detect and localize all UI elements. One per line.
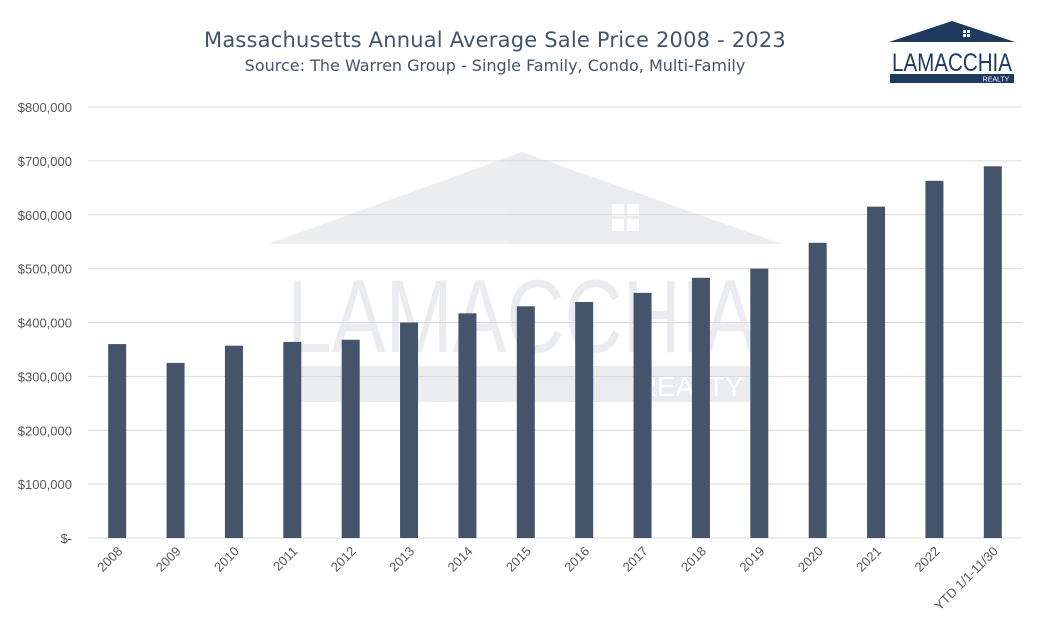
- logo-roof-icon: [889, 21, 1015, 42]
- bar: [166, 362, 185, 538]
- bar: [341, 339, 360, 538]
- watermark-tagline: REALTY: [637, 371, 744, 402]
- bar: [750, 268, 769, 538]
- bar: [808, 242, 827, 538]
- y-tick-label: $100,000: [18, 477, 72, 492]
- bar: [458, 313, 477, 538]
- y-tick-label: $300,000: [18, 369, 72, 384]
- x-tick-label: 2020: [795, 544, 826, 575]
- logo-tagline: REALTY: [983, 77, 1010, 84]
- y-tick-label: $400,000: [18, 316, 72, 331]
- bar: [283, 341, 302, 538]
- x-tick-label: 2021: [853, 544, 884, 575]
- x-tick-label: 2016: [561, 544, 592, 575]
- x-tick-label: 2014: [445, 544, 476, 575]
- x-tick-label: 2022: [912, 544, 943, 575]
- x-tick-label: 2019: [736, 544, 767, 575]
- y-tick-label: $500,000: [18, 262, 72, 277]
- x-tick-label: 2012: [328, 544, 359, 575]
- bar: [516, 306, 535, 538]
- bar: [108, 344, 127, 538]
- bar: [224, 345, 243, 538]
- company-logo: LAMACCHIA REALTY: [889, 21, 1015, 84]
- y-tick-label: $600,000: [18, 208, 72, 223]
- chart-title: Massachusetts Annual Average Sale Price …: [204, 28, 786, 52]
- x-tick-label: 2015: [503, 544, 534, 575]
- bar: [575, 302, 594, 538]
- bar: [983, 166, 1002, 538]
- logo-name: LAMACCHIA: [892, 49, 1012, 77]
- x-tick-label: 2013: [386, 544, 417, 575]
- x-tick-label: 2011: [270, 544, 300, 574]
- x-tick-label: 2010: [211, 544, 242, 575]
- watermark-roof-icon: [268, 152, 782, 244]
- y-tick-label: $200,000: [18, 423, 72, 438]
- x-tick-label: 2018: [678, 544, 709, 575]
- x-tick-label: 2017: [620, 544, 651, 575]
- chart-subtitle: Source: The Warren Group - Single Family…: [244, 56, 746, 75]
- y-tick-label: $-: [60, 531, 72, 546]
- x-tick-label: 2008: [94, 544, 125, 575]
- bar: [925, 180, 944, 538]
- y-tick-label: $800,000: [18, 100, 72, 115]
- bar: [691, 277, 710, 538]
- bar: [633, 292, 652, 538]
- bar: [400, 322, 419, 538]
- x-tick-label: 2009: [153, 544, 184, 575]
- y-tick-label: $700,000: [18, 154, 72, 169]
- bar: [867, 206, 886, 538]
